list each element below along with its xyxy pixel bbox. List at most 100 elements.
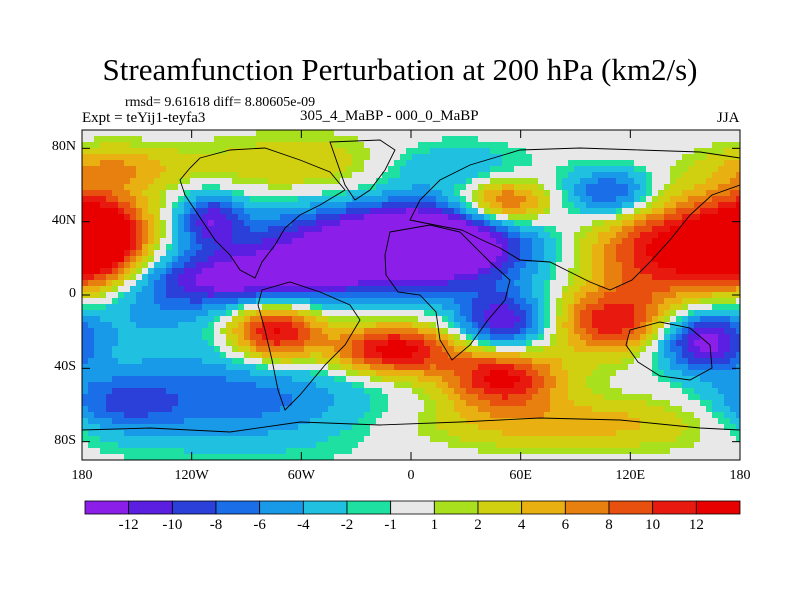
heatmap-cell [142,160,149,167]
heatmap-cell [406,154,413,161]
heatmap-cell [454,358,461,365]
heatmap-cell [154,382,161,389]
heatmap-cell [424,376,431,383]
heatmap-cell [514,436,521,443]
heatmap-cell [298,238,305,245]
heatmap-cell [460,430,467,437]
heatmap-cell [268,256,275,263]
heatmap-cell [418,412,425,419]
heatmap-cell [406,286,413,293]
heatmap-cell [502,376,509,383]
heatmap-cell [328,232,335,239]
heatmap-cell [352,358,359,365]
heatmap-cell [586,238,593,245]
heatmap-cell [112,208,119,215]
heatmap-cell [232,412,239,419]
heatmap-cell [430,274,437,281]
heatmap-cell [274,406,281,413]
heatmap-cell [604,166,611,173]
heatmap-cell [214,454,221,460]
heatmap-cell [262,388,269,395]
heatmap-cell [100,202,107,209]
heatmap-cell [88,166,95,173]
heatmap-cell [376,190,383,197]
heatmap-cell [466,220,473,227]
heatmap-cell [316,346,323,353]
heatmap-cell [418,394,425,401]
heatmap-cell [490,190,497,197]
heatmap-cell [142,286,149,293]
heatmap-cell [502,142,509,149]
heatmap-cell [220,316,227,323]
heatmap-cell [88,346,95,353]
heatmap-cell [292,406,299,413]
heatmap-cell [244,406,251,413]
heatmap-cell [196,292,203,299]
heatmap-cell [418,448,425,455]
heatmap-cell [322,376,329,383]
heatmap-cell [448,208,455,215]
heatmap-cell [502,394,509,401]
heatmap-cell [406,412,413,419]
heatmap-cell [484,148,491,155]
heatmap-cell [346,196,353,203]
heatmap-cell [364,160,371,167]
heatmap-cell [88,274,95,281]
heatmap-cell [418,142,425,149]
heatmap-cell [250,130,257,137]
heatmap-cell [514,166,521,173]
heatmap-cell [514,388,521,395]
heatmap-cell [214,316,221,323]
heatmap-cell [106,370,113,377]
heatmap-cell [562,334,569,341]
heatmap-cell [340,196,347,203]
heatmap-cell [622,286,629,293]
heatmap-cell [538,376,545,383]
heatmap-cell [124,406,131,413]
heatmap-cell [514,148,521,155]
heatmap-cell [244,244,251,251]
heatmap-cell [142,268,149,275]
heatmap-cell [268,244,275,251]
heatmap-cell [316,184,323,191]
heatmap-cell [568,340,575,347]
heatmap-cell [286,274,293,281]
heatmap-cell [304,232,311,239]
heatmap-cell [472,394,479,401]
heatmap-cell [400,160,407,167]
heatmap-cell [466,364,473,371]
heatmap-cell [544,130,551,137]
heatmap-cell [574,154,581,161]
heatmap-cell [610,346,617,353]
heatmap-cell [142,310,149,317]
heatmap-cell [232,442,239,449]
heatmap-cell [574,280,581,287]
heatmap-cell [604,142,611,149]
heatmap-cell [232,220,239,227]
heatmap-cell [130,268,137,275]
heatmap-cell [460,388,467,395]
heatmap-cell [172,292,179,299]
heatmap-cell [508,304,515,311]
heatmap-cell [232,154,239,161]
heatmap-cell [586,184,593,191]
heatmap-cell [328,292,335,299]
heatmap-cell [154,358,161,365]
heatmap-cell [118,298,125,305]
heatmap-cell [574,274,581,281]
heatmap-cell [496,442,503,449]
heatmap-cell [160,196,167,203]
heatmap-cell [472,250,479,257]
heatmap-cell [418,340,425,347]
heatmap-cell [184,190,191,197]
heatmap-cell [526,232,533,239]
heatmap-cell [298,250,305,257]
heatmap-cell [244,376,251,383]
heatmap-cell [418,286,425,293]
heatmap-cell [148,208,155,215]
heatmap-cell [130,406,137,413]
heatmap-cell [112,316,119,323]
heatmap-cell [310,178,317,185]
heatmap-cell [382,226,389,233]
heatmap-cell [160,148,167,155]
